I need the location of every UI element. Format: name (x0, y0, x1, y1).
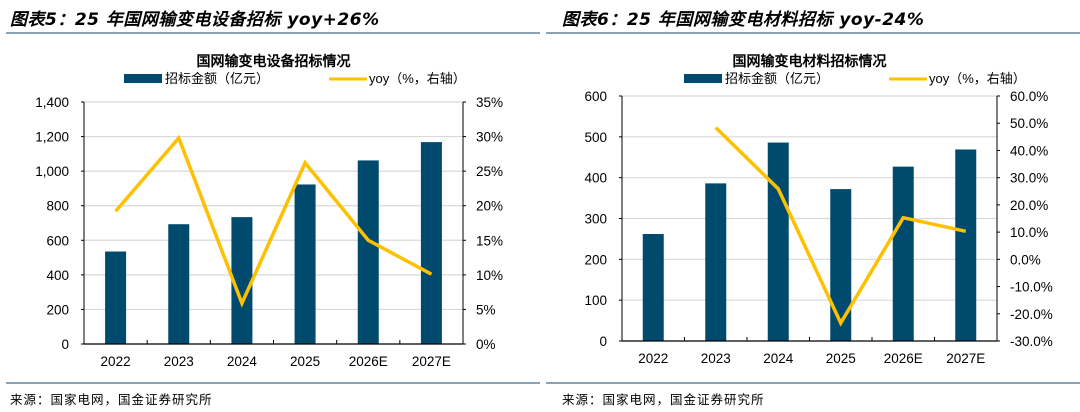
y-tick-label: 0 (599, 334, 607, 349)
y-tick-label: 300 (584, 212, 607, 227)
x-tick-label: 2027E (412, 354, 451, 369)
chart-title: 国网输变电设备招标情况 (197, 53, 351, 69)
y-tick-label: 800 (46, 199, 69, 214)
title-divider (546, 32, 1080, 34)
title-divider (6, 32, 540, 34)
legend-bar-swatch (124, 74, 162, 83)
x-tick-label: 2026E (884, 351, 923, 366)
bar-2022 (642, 234, 664, 341)
y-tick-label: 200 (46, 302, 69, 317)
x-tick-label: 2024 (763, 351, 794, 366)
y-tick-label: 1,400 (35, 95, 69, 110)
yoy-line (114, 134, 433, 308)
legend-line-label: yoy（%，右轴） (369, 71, 466, 86)
y-tick-label: 400 (46, 268, 69, 283)
x-tick-label: 2023 (701, 351, 731, 366)
y2-tick-label: 0.0% (1010, 252, 1041, 267)
y-tick-label: 1,200 (35, 130, 69, 145)
x-tick-label: 2026E (349, 354, 388, 369)
y2-tick-label: 10.0% (1010, 225, 1048, 240)
source-note: 来源：国家电网，国金证券研究所 (10, 392, 213, 407)
y2-tick-label: 40.0% (1010, 143, 1048, 158)
y-tick-label: 500 (584, 130, 607, 145)
bar-2025 (294, 184, 316, 344)
x-tick-label: 2022 (101, 354, 131, 369)
y2-tick-label: 60.0% (1010, 89, 1048, 104)
legend-line-label: yoy（%，右轴） (929, 71, 1026, 86)
x-tick-label: 2027E (946, 351, 985, 366)
legend-bar-label: 招标金额（亿元） (165, 71, 269, 86)
bar-2027E (420, 142, 442, 344)
bar-2026E (892, 166, 914, 341)
bar-2022 (105, 251, 127, 344)
y2-tick-label: 0% (476, 337, 496, 352)
y2-tick-label: -20.0% (1010, 307, 1053, 322)
figure-panel-6: 图表6：25 年国网输变电材料招标 yoy-24% 国网输变电材料招标情况招标金… (540, 0, 1080, 412)
x-tick-label: 2025 (826, 351, 856, 366)
y2-tick-label: 20% (476, 199, 503, 214)
y-tick-label: 0 (61, 337, 69, 352)
x-tick-label: 2025 (290, 354, 320, 369)
y2-tick-label: 25% (476, 164, 503, 179)
y-tick-label: 100 (584, 293, 607, 308)
chart-title: 国网输变电材料招标情况 (733, 53, 887, 69)
y-tick-label: 1,000 (35, 164, 69, 179)
legend-bar-swatch (684, 74, 722, 83)
y2-tick-label: 20.0% (1010, 198, 1048, 213)
y2-tick-label: 30% (476, 130, 503, 145)
y-tick-label: 400 (584, 171, 607, 186)
bar-2024 (767, 142, 789, 341)
x-tick-label: 2022 (638, 351, 668, 366)
figure-panel-5: 图表5：25 年国网输变电设备招标 yoy+26% 国网输变电设备招标情况招标金… (6, 10, 540, 407)
y-tick-label: 600 (46, 233, 69, 248)
y-tick-label: 200 (584, 252, 607, 267)
bar-2025 (830, 189, 852, 341)
bar-2024 (231, 217, 253, 344)
source-divider (546, 382, 1080, 384)
y2-tick-label: 15% (476, 233, 503, 248)
bar-2023 (705, 183, 727, 341)
legend-bar-label: 招标金额（亿元） (725, 71, 829, 86)
source-divider (6, 382, 540, 384)
y-tick-label: 600 (584, 89, 607, 104)
y2-tick-label: -30.0% (1010, 334, 1053, 349)
y2-tick-label: -10.0% (1010, 280, 1053, 295)
bar-2027E (955, 149, 977, 341)
bar-2023 (168, 224, 190, 344)
x-tick-label: 2023 (164, 354, 194, 369)
x-tick-label: 2024 (227, 354, 258, 369)
y2-tick-label: 50.0% (1010, 116, 1048, 131)
figure-title: 图表6：25 年国网输变电材料招标 yoy-24% (562, 10, 925, 30)
y2-tick-label: 10% (476, 268, 503, 283)
y2-tick-label: 5% (476, 302, 496, 317)
y2-tick-label: 35% (476, 95, 503, 110)
source-note: 来源：国家电网，国金证券研究所 (562, 392, 765, 407)
y2-tick-label: 30.0% (1010, 171, 1048, 186)
bar-2026E (357, 160, 379, 344)
figure-title: 图表5：25 年国网输变电设备招标 yoy+26% (10, 10, 380, 30)
